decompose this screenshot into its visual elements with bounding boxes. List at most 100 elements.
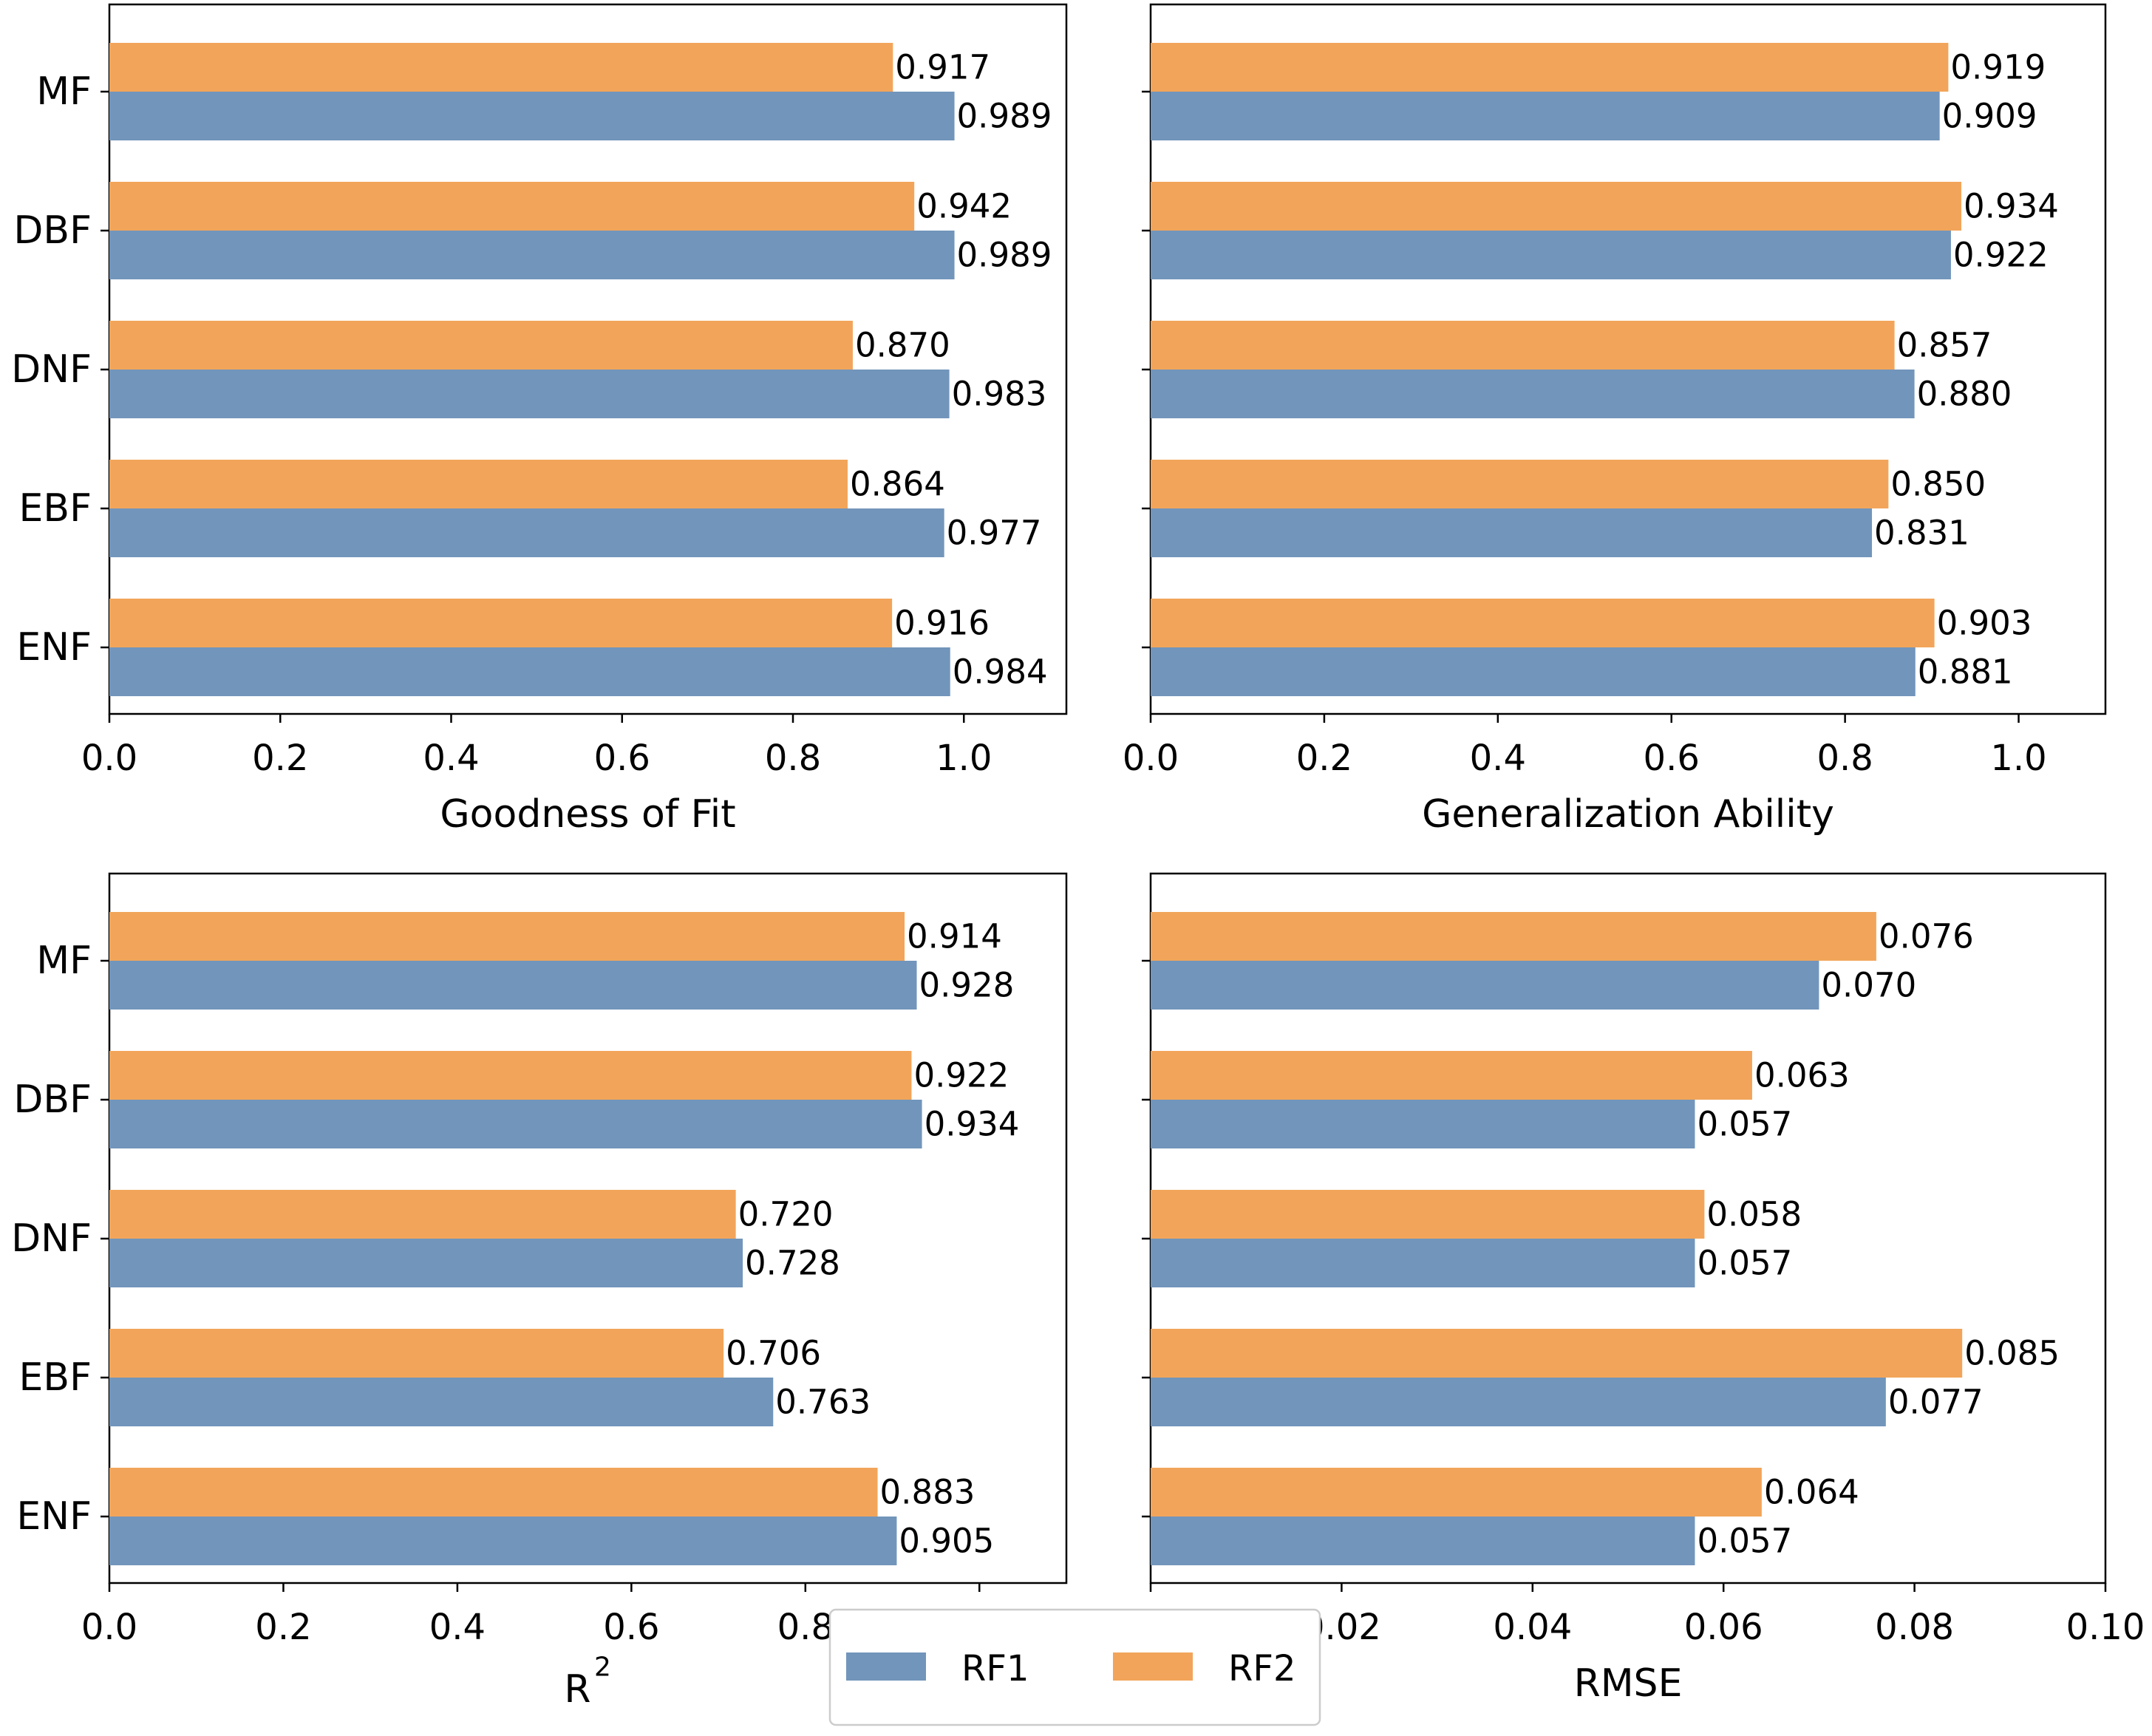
bar-rf2-enf	[1151, 1468, 1762, 1517]
data-label-rf2-enf: 0.883	[880, 1473, 975, 1512]
bar-rf2-enf	[109, 1468, 878, 1517]
x-tick-label: 0.2	[1296, 738, 1352, 779]
bar-rf1-ebf	[109, 1378, 774, 1426]
data-label-rf2-mf: 0.914	[907, 917, 1002, 956]
bar-rf2-dnf	[1151, 1190, 1705, 1239]
bar-rf2-mf	[109, 43, 893, 92]
category-label-mf: MF	[36, 69, 92, 114]
bar-rf2-mf	[1151, 43, 1949, 92]
data-label-rf1-mf: 0.070	[1821, 966, 1916, 1005]
x-tick-label: 0.04	[1493, 1607, 1572, 1648]
data-label-rf2-dnf: 0.857	[1897, 326, 1992, 365]
x-tick-label: 0.4	[1470, 738, 1526, 779]
bar-rf1-mf	[1151, 92, 1940, 140]
data-label-rf1-dnf: 0.728	[745, 1244, 840, 1283]
data-label-rf2-dbf: 0.942	[916, 187, 1012, 226]
bar-rf2-ebf	[109, 1329, 724, 1378]
data-label-rf1-dbf: 0.934	[925, 1105, 1020, 1144]
data-label-rf1-ebf: 0.831	[1874, 514, 1969, 553]
bar-rf1-dbf	[1151, 1100, 1695, 1148]
bar-rf1-enf	[109, 647, 950, 696]
x-axis-label: Generalization Ability	[1422, 792, 1834, 837]
x-tick-label: 0.6	[603, 1607, 659, 1648]
bar-rf2-enf	[109, 599, 893, 647]
bar-rf2-ebf	[1151, 1329, 1963, 1378]
bar-rf2-mf	[1151, 912, 1876, 961]
bar-rf2-dnf	[109, 1190, 736, 1239]
x-axis-label-superscript: 2	[594, 1652, 611, 1683]
category-label-ebf: EBF	[19, 486, 92, 531]
x-tick-label: 1.0	[1990, 738, 2046, 779]
data-label-rf2-mf: 0.917	[895, 48, 990, 87]
data-label-rf1-ebf: 0.763	[775, 1383, 871, 1422]
x-tick-label: 0.0	[1123, 738, 1179, 779]
x-tick-label: 0.6	[594, 738, 650, 779]
bar-rf1-mf	[109, 92, 955, 140]
x-axis-label: R	[564, 1667, 590, 1712]
bar-rf1-enf	[109, 1517, 897, 1565]
x-tick-label: 0.2	[252, 738, 308, 779]
category-label-enf: ENF	[16, 1494, 92, 1539]
data-label-rf1-ebf: 0.977	[947, 514, 1042, 553]
bar-rf1-mf	[109, 961, 917, 1010]
data-label-rf2-ebf: 0.085	[1964, 1334, 2060, 1373]
data-label-rf1-mf: 0.989	[957, 97, 1052, 136]
bar-rf1-dbf	[1151, 231, 1951, 279]
bar-rf1-dnf	[109, 370, 950, 418]
bar-rf2-ebf	[1151, 460, 1889, 508]
data-label-rf1-enf: 0.057	[1697, 1522, 1792, 1561]
legend-label-rf2: RF2	[1228, 1648, 1296, 1689]
data-label-rf2-dnf: 0.058	[1706, 1195, 1802, 1234]
bar-rf1-dbf	[109, 1100, 922, 1148]
data-label-rf1-dbf: 0.922	[1953, 236, 2049, 275]
bar-rf2-dnf	[109, 321, 853, 370]
bar-rf1-ebf	[1151, 1378, 1886, 1426]
category-label-dbf: DBF	[13, 208, 92, 253]
category-label-ebf: EBF	[19, 1355, 92, 1400]
data-label-rf1-dbf: 0.057	[1697, 1105, 1792, 1144]
x-tick-label: 0.4	[429, 1607, 486, 1648]
bar-rf2-mf	[109, 912, 905, 961]
data-label-rf1-dbf: 0.989	[957, 236, 1052, 275]
bar-rf2-dnf	[1151, 321, 1895, 370]
x-tick-label: 0.4	[423, 738, 479, 779]
data-label-rf2-dbf: 0.934	[1964, 187, 2059, 226]
x-tick-label: 0.0	[81, 738, 137, 779]
x-tick-label: 0.8	[1816, 738, 1873, 779]
bar-rf2-dbf	[1151, 1051, 1752, 1100]
data-label-rf2-enf: 0.903	[1937, 604, 2032, 643]
bar-rf1-dnf	[109, 1239, 743, 1287]
data-label-rf1-enf: 0.881	[1918, 653, 2013, 692]
legend-swatch-rf2	[1113, 1652, 1193, 1681]
data-label-rf1-enf: 0.905	[899, 1522, 994, 1561]
x-tick-label: 0.6	[1644, 738, 1700, 779]
x-axis-label: RMSE	[1574, 1661, 1683, 1706]
x-tick-label: 0.10	[2066, 1607, 2145, 1648]
x-tick-label: 0.0	[81, 1607, 137, 1648]
bar-rf2-dbf	[109, 182, 915, 231]
legend-box	[828, 1608, 1321, 1726]
data-label-rf2-ebf: 0.864	[850, 465, 945, 504]
legend-swatch-rf1	[846, 1652, 926, 1681]
data-label-rf1-mf: 0.909	[1942, 97, 2037, 136]
x-tick-label: 0.06	[1684, 1607, 1763, 1648]
data-label-rf1-dnf: 0.983	[952, 375, 1047, 414]
category-label-mf: MF	[36, 939, 92, 983]
data-label-rf2-mf: 0.076	[1879, 917, 1974, 956]
bar-rf2-ebf	[109, 460, 848, 508]
data-label-rf2-dbf: 0.063	[1754, 1056, 1850, 1095]
data-label-rf2-mf: 0.919	[1950, 48, 2046, 87]
bar-rf1-ebf	[1151, 508, 1873, 557]
data-label-rf1-dnf: 0.057	[1697, 1244, 1792, 1283]
bar-rf1-enf	[1151, 647, 1916, 696]
bar-rf1-dnf	[1151, 370, 1915, 418]
bar-rf2-dbf	[109, 1051, 912, 1100]
data-label-rf2-dbf: 0.922	[913, 1056, 1009, 1095]
category-label-dbf: DBF	[13, 1078, 92, 1122]
data-label-rf2-ebf: 0.850	[1890, 465, 1986, 504]
bar-rf2-dbf	[1151, 182, 1962, 231]
bar-rf1-dbf	[109, 231, 955, 279]
bar-rf1-enf	[1151, 1517, 1695, 1565]
